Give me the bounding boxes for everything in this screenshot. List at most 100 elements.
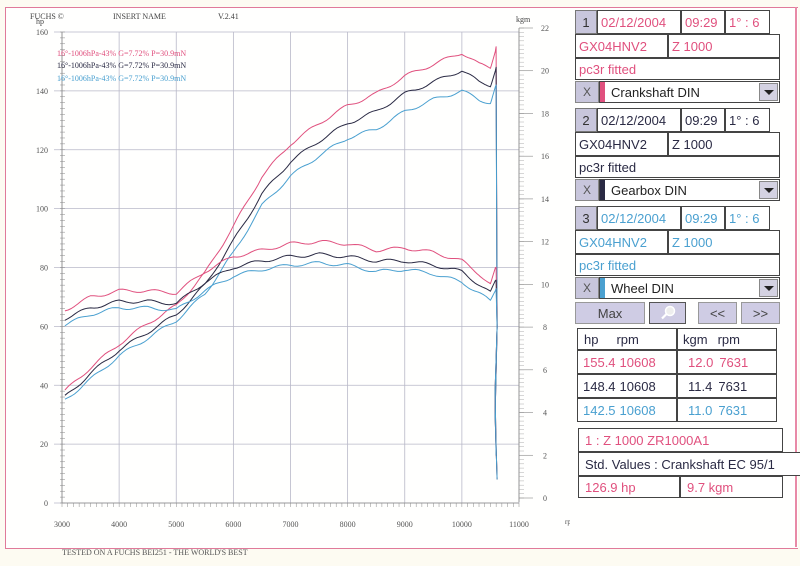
run-2-correction-label: Gearbox DIN: [611, 182, 687, 198]
footer-text: TESTED ON A FUCHS BEI251 - THE WORLD'S B…: [62, 548, 248, 557]
brand-label: FUCHS ©: [30, 12, 64, 21]
chevron-down-icon[interactable]: [759, 279, 778, 297]
x-tick-label: 9000: [397, 520, 413, 529]
run-1-model: Z 1000: [668, 34, 780, 58]
x-tick-label: 4000: [111, 520, 127, 529]
x-tick-label: 8000: [340, 520, 356, 529]
y-tick-label: 40: [40, 381, 48, 390]
y-tick-label: 20: [40, 440, 48, 449]
legend-entry-3: 16°-1006hPa-43% G=7.72% P=30.9mN: [57, 74, 186, 83]
peak-kgm-value: 11.0: [688, 402, 713, 418]
run-3-correction-label: Wheel DIN: [611, 280, 674, 296]
peaks-header-kgm: kgm rpm: [677, 328, 777, 350]
run-1-close-button[interactable]: X: [575, 81, 599, 103]
y2-tick-label: 4: [543, 409, 547, 418]
chevron-down-icon[interactable]: [759, 181, 778, 199]
x-tick-label: 5000: [168, 520, 184, 529]
chart-grid: [54, 31, 520, 504]
run-3-close-button[interactable]: X: [575, 277, 599, 299]
peak-hp-value: 155.4: [583, 354, 616, 370]
peak-row-3-hp: 142.5 10608: [577, 398, 677, 422]
y2-tick-label: 14: [541, 195, 549, 204]
run-2-ratio: 1° : 6: [725, 108, 770, 132]
kgm-header: kgm: [683, 331, 708, 347]
next-button[interactable]: >>: [741, 302, 780, 324]
peak-kgm-value: 12.0: [688, 354, 714, 370]
hp-header: hp: [584, 331, 599, 347]
run-3-color-swatch: [600, 278, 605, 298]
x-tick-label: 11000: [509, 520, 529, 529]
y2-tick-label: 0: [543, 494, 547, 503]
peak-kgm-rpm: 7631: [718, 378, 748, 394]
run-3-reg: GX04HNV2: [575, 230, 668, 254]
x-tick-label: 7000: [283, 520, 299, 529]
run-3-index-button[interactable]: 3: [575, 206, 597, 230]
y-tick-label: 140: [36, 87, 48, 96]
run-2-index-button[interactable]: 2: [575, 108, 597, 132]
run-1-correction-dropdown[interactable]: Crankshaft DIN: [599, 81, 780, 103]
run-3-note: pc3r fitted: [575, 254, 780, 276]
y2-tick-label: 2: [543, 451, 547, 460]
curve-torque-wheel-din-kgm-: [64, 261, 498, 456]
y2-tick-label: 20: [541, 67, 549, 76]
curve-power-crankshaft-din-hp-: [64, 46, 498, 480]
x-axis-unit: rpm: [565, 518, 570, 526]
run-1-time: 09:29: [681, 10, 725, 34]
summary-kgm-value: 9.7 kgm: [680, 476, 783, 498]
run-1-ratio: 1° : 6: [725, 10, 770, 34]
run-2-close-button[interactable]: X: [575, 179, 599, 201]
dyno-chart: 3000 4000 5000 6000 7000 8000 9000 10000 11000 0 2…: [36, 15, 570, 529]
peak-row-2-hp: 148.4 10608: [577, 374, 677, 398]
chart-axes: 3000 4000 5000 6000 7000 8000 9000 10000 11000 0 2…: [36, 24, 549, 529]
left-axis-unit: hp: [36, 17, 44, 26]
run-1-correction-label: Crankshaft DIN: [611, 84, 700, 100]
x-tick-label: 3000: [54, 520, 70, 529]
previous-button[interactable]: <<: [698, 302, 738, 324]
run-1-index-button[interactable]: 1: [575, 10, 597, 34]
run-2-model: Z 1000: [668, 132, 780, 156]
y2-tick-label: 6: [543, 366, 547, 375]
curve-power-gearbox-din-hp-: [64, 66, 498, 480]
peaks-header-hp: hp rpm: [577, 328, 677, 350]
x-tick-label: 6000: [225, 520, 241, 529]
run-1-reg: GX04HNV2: [575, 34, 668, 58]
run-2-color-swatch: [600, 180, 605, 200]
y-tick-label: 80: [40, 264, 48, 273]
run-2-date: 02/12/2004: [597, 108, 681, 132]
rpm-header: rpm: [717, 331, 740, 347]
insert-name-label: INSERT NAME: [113, 12, 166, 21]
run-3-date: 02/12/2004: [597, 206, 681, 230]
run-2-correction-dropdown[interactable]: Gearbox DIN: [599, 179, 780, 201]
y2-tick-label: 8: [543, 323, 547, 332]
peak-hp-rpm: 10608: [619, 354, 656, 370]
run-3-correction-dropdown[interactable]: Wheel DIN: [599, 277, 780, 299]
magnifier-icon: [660, 305, 675, 320]
y-tick-label: 120: [36, 146, 48, 155]
curve-torque-gearbox-din-kgm-: [64, 252, 498, 456]
peak-kgm-rpm: 7631: [718, 402, 748, 418]
max-button[interactable]: Max: [575, 302, 646, 324]
run-1-note: pc3r fitted: [575, 58, 780, 80]
y-tick-label: 160: [36, 28, 48, 37]
run-3-time: 09:29: [681, 206, 725, 230]
std-values-label: Std. Values : Crankshaft EC 95/1: [578, 452, 800, 476]
peak-row-1-kgm: 12.0 7631: [677, 350, 777, 374]
chevron-down-icon[interactable]: [759, 83, 778, 101]
curve-torque-crankshaft-din-kgm-: [64, 240, 498, 456]
peak-hp-rpm: 10608: [619, 378, 656, 394]
run-2-reg: GX04HNV2: [575, 132, 668, 156]
legend-entry-1: 16°-1006hPa-43% G=7.72% P=30.9mN: [57, 49, 186, 58]
y-tick-label: 100: [36, 205, 48, 214]
y2-tick-label: 12: [541, 238, 549, 247]
peak-hp-rpm: 10608: [619, 402, 656, 418]
zoom-button[interactable]: [649, 302, 687, 324]
run-3-ratio: 1° : 6: [725, 206, 770, 230]
peak-row-1-hp: 155.4 10608: [577, 350, 677, 374]
run-2-time: 09:29: [681, 108, 725, 132]
y2-tick-label: 18: [541, 109, 549, 118]
peak-kgm-value: 11.4: [688, 378, 713, 394]
peak-hp-value: 142.5: [583, 402, 616, 418]
x-tick-label: 10000: [452, 520, 472, 529]
version-label: V.2.41: [218, 12, 239, 21]
curve-power-wheel-din-hp-: [64, 84, 498, 480]
